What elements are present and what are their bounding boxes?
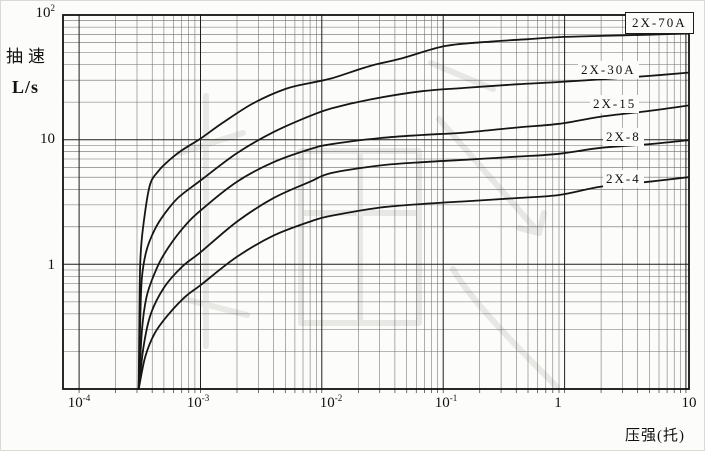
y-tick-1-base: 1 xyxy=(47,257,56,273)
y-tick-10: 10 xyxy=(13,130,55,148)
curve-label-2x-15: 2X-15 xyxy=(590,95,640,113)
curve-label-2x-4: 2X-4 xyxy=(603,170,644,188)
curve-2x-15 xyxy=(137,104,690,390)
y-tick-100-exp: 2 xyxy=(50,3,56,13)
y-tick-100: 102 xyxy=(13,3,56,22)
x-tick-1e-1-base: 10 xyxy=(434,395,450,411)
curve-2x-30a xyxy=(137,71,690,390)
curve-label-2x-30a: 2X-30A xyxy=(578,61,639,79)
x-tick-1e-1-exp: -1 xyxy=(449,393,458,403)
curve-label-2x-8: 2X-8 xyxy=(603,128,644,146)
x-tick-1e-4: 10-4 xyxy=(49,393,109,412)
x-tick-10: 10 xyxy=(659,394,704,412)
x-tick-1e-4-base: 10 xyxy=(67,395,83,411)
curve-2x-8 xyxy=(137,139,690,390)
x-tick-10-base: 10 xyxy=(681,395,697,411)
grid-minor-lines xyxy=(63,15,689,389)
x-tick-1e-2-exp: -2 xyxy=(334,393,343,403)
x-tick-1e-2: 10-2 xyxy=(301,393,361,412)
x-tick-1e-3: 10-3 xyxy=(168,393,228,412)
y-axis-title: 抽速 xyxy=(6,47,50,66)
curves xyxy=(137,32,690,390)
watermark xyxy=(176,60,560,390)
y-tick-1: 1 xyxy=(13,256,56,274)
x-axis-title: 压强(托) xyxy=(625,428,685,444)
y-tick-100-base: 10 xyxy=(35,5,51,21)
x-tick-1-base: 1 xyxy=(554,395,562,411)
x-tick-1: 1 xyxy=(528,394,588,412)
x-tick-1e-3-exp: -3 xyxy=(201,393,210,403)
curve-label-2x-70a: 2X-70A xyxy=(625,12,694,34)
y-axis-unit: L/s xyxy=(12,77,40,97)
curve-2x-4 xyxy=(137,176,690,390)
x-tick-1e-1: 10-1 xyxy=(416,393,476,412)
x-tick-1e-4-exp: -4 xyxy=(82,393,91,403)
y-tick-10-base: 10 xyxy=(40,131,55,147)
curve-2x-70a xyxy=(137,32,690,390)
plot-border xyxy=(62,14,690,390)
x-tick-1e-2-base: 10 xyxy=(319,395,335,411)
x-tick-1e-3-base: 10 xyxy=(186,395,202,411)
